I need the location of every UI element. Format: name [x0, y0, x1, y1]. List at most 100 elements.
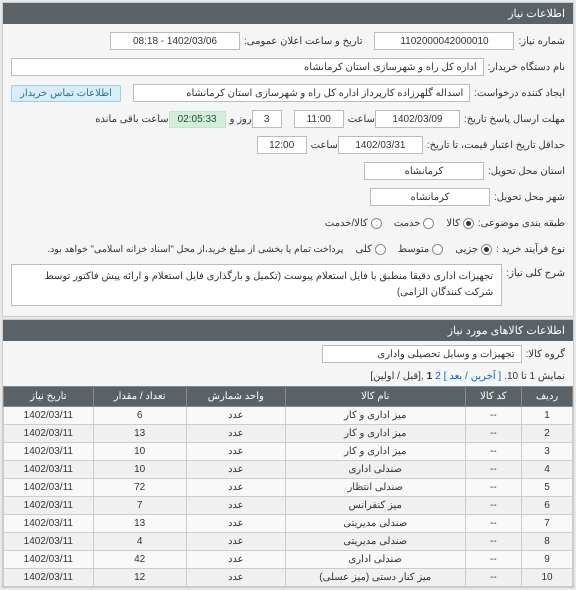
table-cell: 10: [93, 461, 186, 479]
time-label-2: ساعت: [311, 140, 338, 151]
pager-page-2[interactable]: 2: [435, 371, 441, 382]
table-row[interactable]: 4--صندلی اداریعدد101402/03/11: [4, 461, 573, 479]
province-label: استان محل تحویل:: [488, 166, 565, 177]
table-cell: 1402/03/11: [4, 515, 94, 533]
table-cell: --: [465, 443, 522, 461]
pager-next-link[interactable]: / بعد ]: [444, 371, 468, 382]
pager: نمایش 1 تا 10. [ آخرین / بعد ] 2 1 ,[قبل…: [3, 367, 573, 386]
radio-khedmat[interactable]: خدمت: [394, 218, 435, 229]
table-cell: عدد: [186, 479, 285, 497]
table-cell: 7: [93, 497, 186, 515]
table-cell: 3: [522, 443, 573, 461]
radio-dot-icon: [463, 218, 474, 229]
table-cell: صندلی اداری: [285, 461, 465, 479]
radio-koli[interactable]: کلی: [355, 244, 385, 255]
purchase-radio-group: جزیی متوسط کلی: [355, 244, 492, 255]
table-cell: میز کنار دستی (میز عسلی): [285, 569, 465, 587]
table-cell: عدد: [186, 497, 285, 515]
table-cell: 1402/03/11: [4, 497, 94, 515]
table-cell: 1: [522, 407, 573, 425]
table-cell: صندلی مدیریتی: [285, 533, 465, 551]
purchase-note: پرداخت تمام یا بخشی از مبلغ خرید،از محل …: [47, 244, 343, 255]
countdown-field: 02:05:33: [169, 111, 226, 128]
table-row[interactable]: 10--میز کنار دستی (میز عسلی)عدد121402/03…: [4, 569, 573, 587]
form-area: شماره نیاز: 1102000042000010 تاریخ و ساع…: [3, 24, 573, 316]
table-cell: میز کنفرانس: [285, 497, 465, 515]
table-row[interactable]: 3--میز اداری و کارعدد101402/03/11: [4, 443, 573, 461]
table-cell: 42: [93, 551, 186, 569]
table-cell: صندلی انتظار: [285, 479, 465, 497]
purchase-label: نوع فرآیند خرید :: [496, 244, 565, 255]
panel2-header: اطلاعات کالاهای مورد نیاز: [3, 320, 573, 341]
buyer-org-field: اداره کل راه و شهرسازی استان کرمانشاه: [11, 58, 484, 76]
city-label: شهر محل تحویل:: [494, 192, 565, 203]
table-cell: --: [465, 479, 522, 497]
table-cell: صندلی اداری: [285, 551, 465, 569]
table-row[interactable]: 6--میز کنفرانسعدد71402/03/11: [4, 497, 573, 515]
table-cell: 1402/03/11: [4, 533, 94, 551]
table-cell: 10: [93, 443, 186, 461]
requester-field: اسداله گلهرزاده کارپرداز اداره کل راه و …: [133, 84, 470, 102]
table-cell: 13: [93, 425, 186, 443]
goods-info-panel: اطلاعات کالاهای مورد نیاز گروه کالا: تجه…: [2, 319, 574, 588]
subject-label: طبقه بندی موضوعی:: [478, 218, 565, 229]
table-cell: 1402/03/11: [4, 407, 94, 425]
table-row[interactable]: 8--صندلی مدیریتیعدد41402/03/11: [4, 533, 573, 551]
table-cell: --: [465, 551, 522, 569]
table-row[interactable]: 5--صندلی انتظارعدد721402/03/11: [4, 479, 573, 497]
table-row[interactable]: 7--صندلی مدیریتیعدد131402/03/11: [4, 515, 573, 533]
table-cell: 4: [522, 461, 573, 479]
radio-dot-icon: [371, 218, 382, 229]
pager-last-link[interactable]: [ آخرین: [471, 371, 501, 382]
table-cell: --: [465, 497, 522, 515]
table-cell: 2: [522, 425, 573, 443]
table-cell: 13: [93, 515, 186, 533]
radio-dot-icon: [432, 244, 443, 255]
table-cell: 12: [93, 569, 186, 587]
radio-jozie[interactable]: جزیی: [455, 244, 492, 255]
radio-dot-icon: [423, 218, 434, 229]
pub-time-label: تاریخ و ساعت اعلان عمومی:: [244, 36, 363, 47]
contact-buyer-button[interactable]: اطلاعات تماس خریدار: [11, 85, 121, 102]
days-label: روز و: [230, 114, 252, 125]
table-cell: عدد: [186, 443, 285, 461]
table-cell: میز اداری و کار: [285, 407, 465, 425]
radio-medium[interactable]: متوسط: [398, 244, 443, 255]
table-row[interactable]: 9--صندلی اداریعدد421402/03/11: [4, 551, 573, 569]
table-cell: 6: [522, 497, 573, 515]
table-cell: 10: [522, 569, 573, 587]
deadline-time-field: 11:00: [294, 110, 344, 128]
table-cell: 7: [522, 515, 573, 533]
deadline-date-field: 1402/03/09: [375, 110, 460, 128]
remain-label: ساعت باقی مانده: [95, 114, 168, 125]
table-cell: عدد: [186, 425, 285, 443]
table-row[interactable]: 2--میز اداری و کارعدد131402/03/11: [4, 425, 573, 443]
need-no-field: 1102000042000010: [374, 32, 514, 50]
pager-pre: نمایش 1 تا 10.: [504, 371, 565, 382]
table-cell: --: [465, 569, 522, 587]
table-cell: میز اداری و کار: [285, 443, 465, 461]
radio-dot-icon: [481, 244, 492, 255]
desc-field: تجهیزات اداری دقیقا منطبق با فایل استعلا…: [11, 264, 502, 306]
table-row[interactable]: 1--میز اداری و کارعدد61402/03/11: [4, 407, 573, 425]
credit-time-field: 12:00: [257, 136, 307, 154]
radio-kala[interactable]: کالا: [446, 218, 474, 229]
table-cell: 8: [522, 533, 573, 551]
group-label: گروه کالا:: [526, 349, 565, 360]
radio-koli-label: کلی: [355, 244, 371, 255]
table-cell: 1402/03/11: [4, 551, 94, 569]
table-cell: --: [465, 425, 522, 443]
radio-kala-label: کالا: [446, 218, 460, 229]
table-cell: صندلی مدیریتی: [285, 515, 465, 533]
table-cell: عدد: [186, 407, 285, 425]
table-cell: 72: [93, 479, 186, 497]
days-field: 3: [252, 110, 282, 128]
table-cell: 5: [522, 479, 573, 497]
table-cell: عدد: [186, 551, 285, 569]
radio-kk-label: کالا/خدمت: [325, 218, 368, 229]
col-qty: تعداد / مقدار: [93, 387, 186, 407]
table-cell: 1402/03/11: [4, 479, 94, 497]
panel1-header: اطلاعات نیاز: [3, 3, 573, 24]
credit-label: حداقل تاریخ اعتبار قیمت، تا تاریخ:: [427, 140, 565, 151]
radio-kala-khedmat[interactable]: کالا/خدمت: [325, 218, 382, 229]
